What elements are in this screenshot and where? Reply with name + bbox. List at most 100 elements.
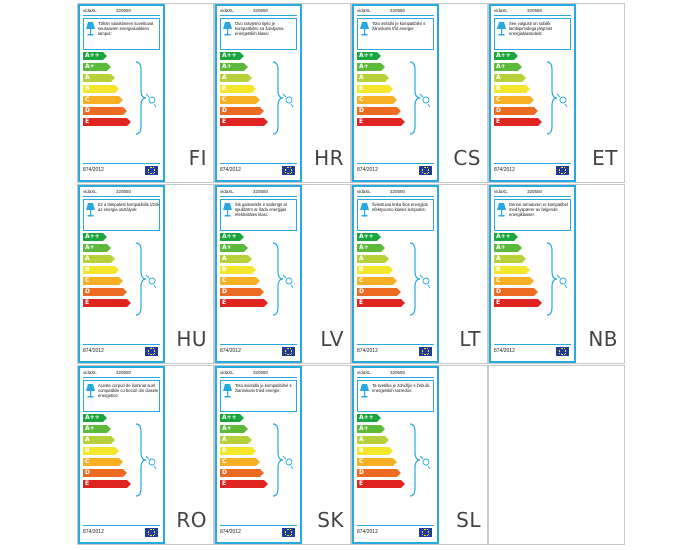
language-code: RO [176,508,207,532]
energy-class-bar: A++ [220,52,245,60]
energy-class-scale: A++ A+ A B C D E [220,233,297,321]
brand-name: vidaXL [83,8,97,13]
energy-label: vidaXL 320550 Ovo rasvjetno tijelo je komp… [215,4,302,182]
energy-class-bar: A++ [83,233,108,241]
compatibility-box: Ta svetilka je združljiv s žebulic energ… [357,380,434,412]
energy-class-bar: C [220,277,261,285]
language-code: NB [588,327,618,351]
compatibility-box: Denne armaturen er kompatibel med lyspær… [494,199,571,231]
eu-flag-icon [145,347,158,356]
regulation-number: 874/2012 [83,529,104,535]
regulation-number: 874/2012 [220,348,241,354]
energy-class-label: C [222,96,227,103]
header-divider [220,377,297,378]
energy-class-label: A [359,74,364,81]
bulb-icon [272,241,296,322]
energy-class-label: A++ [222,52,237,59]
energy-label: vidaXL 320550 Toto svietidlo je kompatibil… [215,366,302,544]
energy-class-bar: A++ [357,233,382,241]
compatibility-box: See valgusti on sobilik lambipirnidega j… [494,18,571,50]
energy-class-label: B [496,85,501,92]
header-divider [357,15,434,16]
energy-class-bar: D [83,107,128,115]
bulb-icon [272,60,296,141]
header-divider [83,377,160,378]
energy-class-bar: A [220,436,253,444]
energy-class-bar: D [357,107,402,115]
energy-class-label: C [359,96,364,103]
energy-class-bar: B [357,266,394,274]
energy-class-label: E [496,299,501,306]
empty-cell [488,365,625,545]
energy-label: vidaXL 320550 Ez a lámpatest kompatibilis … [78,185,165,363]
bulb-icon [409,241,433,322]
energy-class-bar: B [220,85,257,93]
product-code: 320550 [116,189,132,194]
energy-class-bar: A++ [357,52,382,60]
energy-class-label: A+ [85,63,95,70]
brand-name: vidaXL [220,370,234,375]
energy-class-bar: E [220,480,269,488]
eu-flag-icon [419,166,432,175]
compatibility-box: Ez a lámpatest kompatibilis izzók az ene… [83,199,160,231]
lamp-icon [86,203,95,217]
energy-class-bar: A++ [220,414,245,422]
energy-class-label: B [222,447,227,454]
energy-class-scale: A++ A+ A B C D E [494,233,571,321]
header-divider [357,377,434,378]
energy-class-label: A+ [222,425,232,432]
lamp-icon [360,22,369,36]
bulb-icon [272,422,296,503]
energy-class-label: E [359,299,364,306]
energy-class-bar: B [357,85,394,93]
energy-class-label: E [222,118,227,125]
energy-class-label: A [496,74,501,81]
footer-divider [220,525,297,526]
product-code: 320550 [390,189,406,194]
language-code: SL [456,508,481,532]
energy-class-label: E [496,118,501,125]
footer-divider [494,163,571,164]
energy-class-bar: C [357,458,398,466]
energy-class-bar: B [83,85,120,93]
energy-class-scale: A++ A+ A B C D E [357,52,434,140]
regulation-number: 874/2012 [220,529,241,535]
energy-class-scale: A++ A+ A B C D E [357,414,434,502]
energy-class-label: A++ [85,414,100,421]
eu-flag-icon [556,347,569,356]
energy-class-label: A+ [496,244,506,251]
compatibility-text: See valgusti on sobilik lambipirnidega j… [509,21,553,36]
label-cell-cs: vidaXL 320550 Toto svítidlo je kompatibiln… [351,3,488,183]
energy-class-bar: A+ [83,425,112,433]
footer-divider [220,344,297,345]
energy-class-label: C [496,277,501,284]
energy-class-label: C [359,277,364,284]
energy-label: vidaXL 320550 Denne armaturen er kompatibe… [489,185,576,363]
energy-class-label: E [85,118,90,125]
energy-class-label: A [222,436,227,443]
energy-class-bar: C [220,458,261,466]
label-cell-nb: vidaXL 320550 Denne armaturen er kompatibe… [488,184,625,364]
brand-name: vidaXL [494,8,508,13]
eu-flag-icon [556,166,569,175]
energy-class-label: A [85,436,90,443]
bulb-icon [135,422,159,503]
energy-class-bar: A [83,255,116,263]
energy-class-bar: C [220,96,261,104]
compatibility-box: Toto svietidlo je kompatibilné s žiarovk… [220,380,297,412]
energy-label: vidaXL 320550 Toto svítidlo je kompatibiln… [352,4,439,182]
energy-class-bar: D [220,288,265,296]
energy-class-bar: A+ [357,244,386,252]
energy-class-label: A+ [359,244,369,251]
compatibility-text: Tähän valaisimeen soveltuvat seuraavien … [98,21,154,36]
energy-class-label: A+ [85,425,95,432]
energy-class-label: B [496,266,501,273]
energy-label: vidaXL 320550 Šviestuvui tinka šios energi… [352,185,439,363]
energy-class-label: C [85,458,90,465]
header-divider [494,15,571,16]
energy-class-bar: C [83,277,124,285]
footer-divider [494,344,571,345]
energy-class-bar: A+ [357,63,386,71]
energy-class-bar: B [220,447,257,455]
bulb-icon [546,241,570,322]
